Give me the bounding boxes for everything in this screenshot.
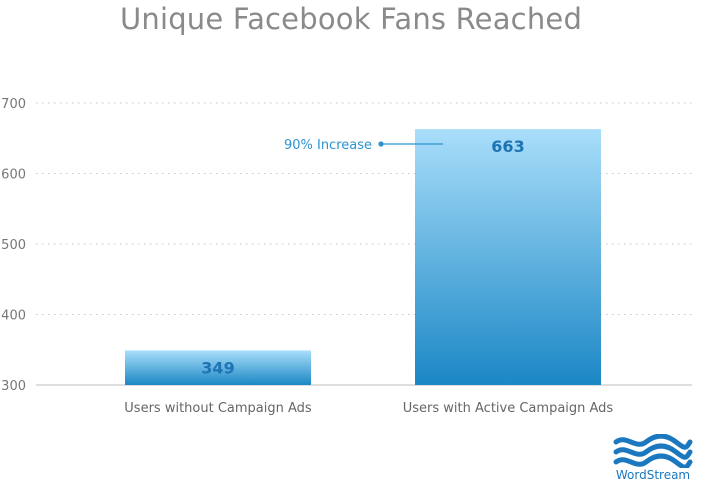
y-tick-label: 700 — [1, 97, 26, 112]
logo-text: WordStream — [615, 468, 691, 482]
annotation-label: 90% Increase — [284, 138, 372, 153]
x-category-label: Users with Active Campaign Ads — [403, 401, 614, 416]
wave-logo-icon — [613, 433, 693, 470]
y-tick-label: 500 — [1, 238, 26, 253]
bar-value-label: 349 — [201, 358, 234, 377]
bar-value-label: 663 — [491, 137, 524, 156]
bar — [125, 350, 311, 385]
y-tick-label: 400 — [1, 309, 26, 324]
y-tick-label: 300 — [1, 379, 26, 394]
wordstream-logo: WordStream — [612, 433, 694, 482]
bar — [415, 129, 601, 385]
chart-title: Unique Facebook Fans Reached — [119, 2, 583, 36]
x-category-label: Users without Campaign Ads — [124, 401, 312, 416]
y-tick-label: 600 — [1, 168, 26, 183]
